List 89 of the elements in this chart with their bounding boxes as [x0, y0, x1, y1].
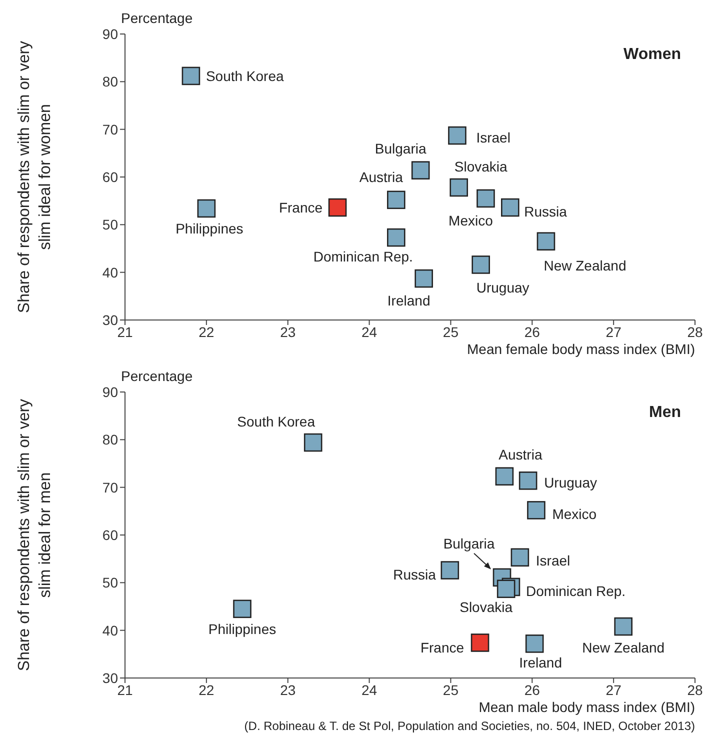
- text: Percentage: [121, 10, 193, 26]
- point: [448, 126, 466, 145]
- annotation: Slovakia: [460, 598, 513, 615]
- x-tick-label: 23: [280, 682, 296, 698]
- y-axis-title: Share of respondents with slim or very slim ideal for men: [15, 398, 55, 674]
- annotation: South Korea: [237, 414, 316, 430]
- point: [472, 256, 490, 274]
- y-tick-label: 40: [102, 622, 118, 638]
- x-axis-title: Mean male body mass index (BMI): [478, 699, 695, 715]
- x-tick-label: 25: [442, 324, 459, 340]
- text: (D. Robineau & T. de St Pol, Population and Societies, no. 504, INED, October 2013): [244, 719, 695, 733]
- text: Men: [649, 404, 681, 422]
- annotation: New Zealand: [582, 640, 665, 656]
- y-tick-label: 90: [102, 384, 118, 400]
- annotation: Russia: [393, 566, 436, 582]
- x-tick-label: 26: [524, 682, 540, 698]
- point: [525, 634, 544, 653]
- point: [527, 501, 546, 520]
- x-tick-label: 27: [606, 682, 622, 698]
- point: [496, 580, 516, 598]
- point: [495, 467, 514, 486]
- point: [440, 561, 460, 580]
- annotation: Bulgaria: [374, 140, 426, 156]
- point: [518, 472, 538, 490]
- annotation: Mexico: [552, 506, 597, 522]
- point: [304, 433, 322, 452]
- y-tick-label: 70: [102, 479, 118, 496]
- x-axis-title: Mean female body mass index (BMI): [467, 341, 695, 357]
- point: [411, 161, 430, 180]
- x-tick-label: 23: [280, 324, 296, 340]
- x-tick-label: 24: [361, 324, 378, 340]
- annotation: France: [420, 640, 464, 656]
- point: [470, 634, 490, 652]
- y-tick-label: 80: [102, 432, 118, 448]
- y-tick-label: 90: [102, 26, 118, 42]
- y-tick-label: 30: [102, 312, 118, 328]
- x-tick-label: 26: [524, 324, 540, 340]
- x-tick-label: 21: [117, 324, 133, 340]
- point: [414, 269, 433, 288]
- annotation: Austria: [498, 446, 542, 462]
- annotation: Bulgaria: [443, 535, 495, 552]
- y-tick-label: 80: [102, 74, 118, 90]
- annotation: France: [278, 200, 323, 216]
- point: [476, 189, 495, 208]
- annotation: South Korea: [206, 68, 284, 84]
- y-tick-label: 60: [102, 526, 118, 543]
- point: [182, 66, 200, 86]
- point: [387, 190, 406, 210]
- annotation: Israel: [536, 552, 570, 568]
- annotation: Ireland: [519, 654, 562, 671]
- annotation: Philippines: [176, 220, 244, 236]
- text: Women: [624, 46, 681, 64]
- point: [536, 232, 556, 250]
- x-tick-label: 22: [198, 682, 214, 698]
- point: [510, 548, 530, 567]
- x-tick-label: 28: [687, 682, 703, 698]
- point: [328, 198, 347, 217]
- x-tick-label: 25: [442, 682, 459, 698]
- y-tick-label: 60: [102, 168, 118, 185]
- point: [614, 617, 632, 636]
- y-axis-title: Share of respondents with slim or very slim ideal for women: [15, 40, 55, 316]
- annotation: Dominican Rep.: [313, 248, 413, 265]
- annotation: New Zealand: [544, 257, 626, 274]
- annotation: Russia: [524, 204, 568, 220]
- point: [233, 600, 252, 618]
- annotation: Uruguay: [476, 280, 530, 296]
- annotation: Philippines: [208, 620, 276, 637]
- y-tick-label: 50: [102, 216, 118, 233]
- y-tick-label: 50: [102, 574, 118, 591]
- point: [197, 199, 216, 218]
- point: [501, 198, 520, 217]
- x-tick-label: 22: [198, 324, 214, 340]
- x-tick-label: 27: [606, 324, 622, 340]
- y-tick-label: 70: [102, 121, 118, 138]
- text: Percentage: [121, 368, 193, 384]
- annotation: Ireland: [387, 292, 430, 309]
- annotation: Uruguay: [544, 474, 597, 491]
- annotation: Dominican Rep.: [526, 582, 626, 599]
- annotation: Mexico: [448, 212, 494, 228]
- annotation: Austria: [359, 168, 404, 185]
- x-tick-label: 24: [361, 682, 378, 698]
- point: [387, 228, 406, 247]
- y-tick-label: 30: [102, 670, 118, 686]
- annotation: Israel: [476, 130, 510, 146]
- x-tick-label: 28: [687, 324, 703, 340]
- x-tick-label: 21: [117, 682, 133, 698]
- y-tick-label: 40: [102, 264, 118, 280]
- point: [450, 178, 468, 197]
- annotation: Slovakia: [454, 158, 508, 174]
